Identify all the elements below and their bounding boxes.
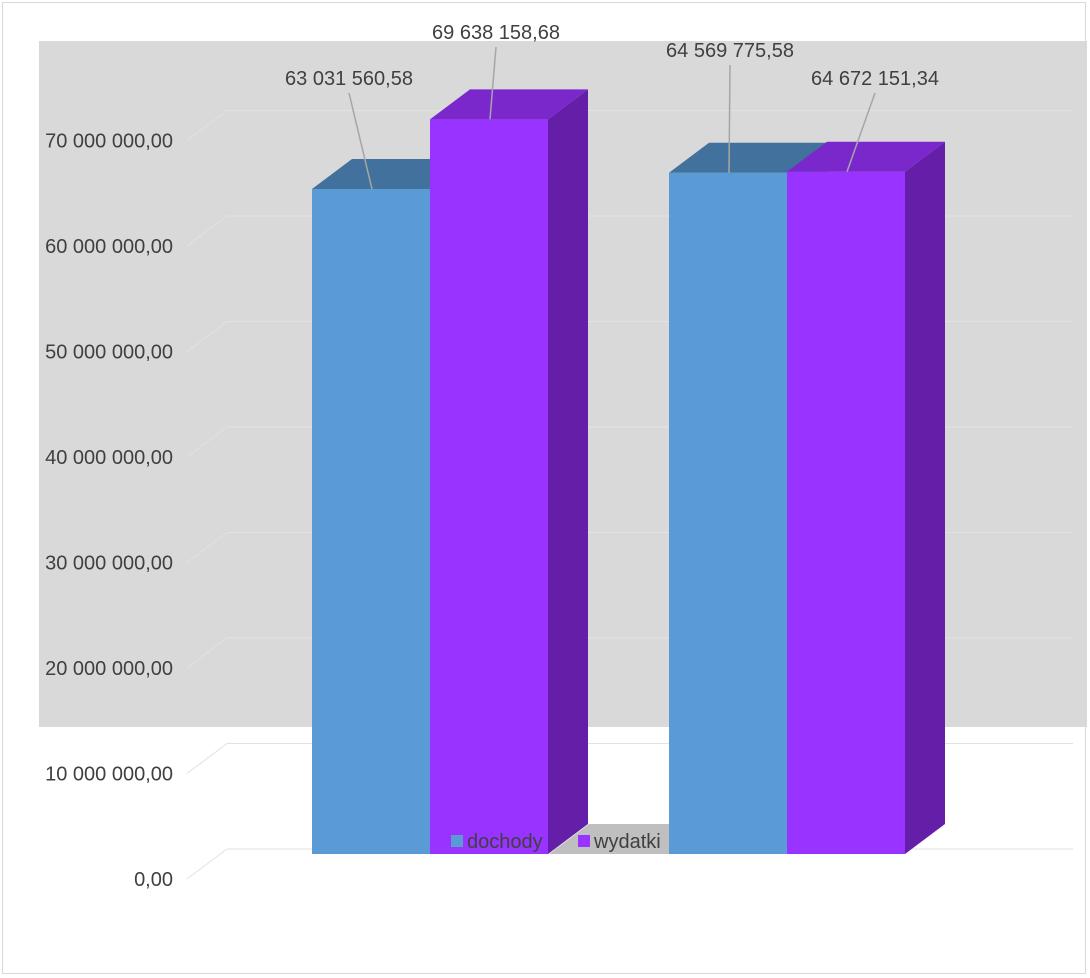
bars bbox=[312, 89, 945, 854]
y-tick-label: 50 000 000,00 bbox=[45, 342, 173, 364]
bar-top bbox=[787, 141, 945, 172]
leader-line bbox=[489, 46, 497, 120]
bar-side bbox=[548, 89, 588, 854]
y-tick-label: 0,00 bbox=[134, 869, 173, 891]
legend-label-wydatki: wydatki bbox=[593, 831, 661, 853]
y-tick-label: 10 000 000,00 bbox=[45, 764, 173, 786]
y-tick-label: 30 000 000,00 bbox=[45, 553, 173, 575]
bar-top bbox=[669, 142, 827, 173]
leader-line bbox=[728, 64, 731, 173]
gridline-diag bbox=[186, 426, 228, 458]
y-tick-label: 70 000 000,00 bbox=[45, 131, 173, 153]
gridline-diag bbox=[186, 215, 228, 247]
chart-svg: 0,00 10 000 000,00 20 000 000,00 30 000 000… bbox=[39, 22, 1087, 892]
bar-front bbox=[669, 172, 787, 854]
data-labels: 63 031 560,58 69 638 158,68 64 569 775,58 6… bbox=[285, 22, 939, 190]
gridline-diag bbox=[186, 848, 228, 880]
bar-wydatki bbox=[430, 89, 588, 854]
bar-top bbox=[430, 89, 588, 120]
data-label: 63 031 560,58 bbox=[285, 68, 413, 90]
bar-front bbox=[312, 189, 430, 854]
legend: dochody wydatki bbox=[451, 831, 661, 853]
gridline-diag bbox=[186, 637, 228, 669]
y-tick-label: 40 000 000,00 bbox=[45, 447, 173, 469]
legend-label-dochody: dochody bbox=[467, 831, 543, 853]
bar-side bbox=[905, 141, 945, 854]
legend-swatch-wydatki bbox=[578, 835, 590, 847]
gridline-diag bbox=[186, 110, 228, 141]
data-label: 64 672 151,34 bbox=[811, 68, 939, 90]
bar-front bbox=[787, 171, 905, 854]
y-axis-tick-labels: 0,00 10 000 000,00 20 000 000,00 30 000 000… bbox=[45, 131, 173, 892]
y-tick-label: 60 000 000,00 bbox=[45, 236, 173, 258]
bar-front bbox=[430, 119, 548, 854]
gridline-diag bbox=[186, 532, 228, 563]
legend-swatch-dochody bbox=[451, 835, 463, 847]
leader-line bbox=[348, 92, 373, 190]
gridline-diag bbox=[186, 321, 228, 352]
y-tick-label: 20 000 000,00 bbox=[45, 658, 173, 680]
bar-wydatki bbox=[787, 141, 945, 854]
leader-line bbox=[846, 92, 876, 172]
data-label: 64 569 775,58 bbox=[666, 40, 794, 62]
gridline-diag bbox=[186, 743, 228, 774]
data-label: 69 638 158,68 bbox=[432, 22, 560, 44]
